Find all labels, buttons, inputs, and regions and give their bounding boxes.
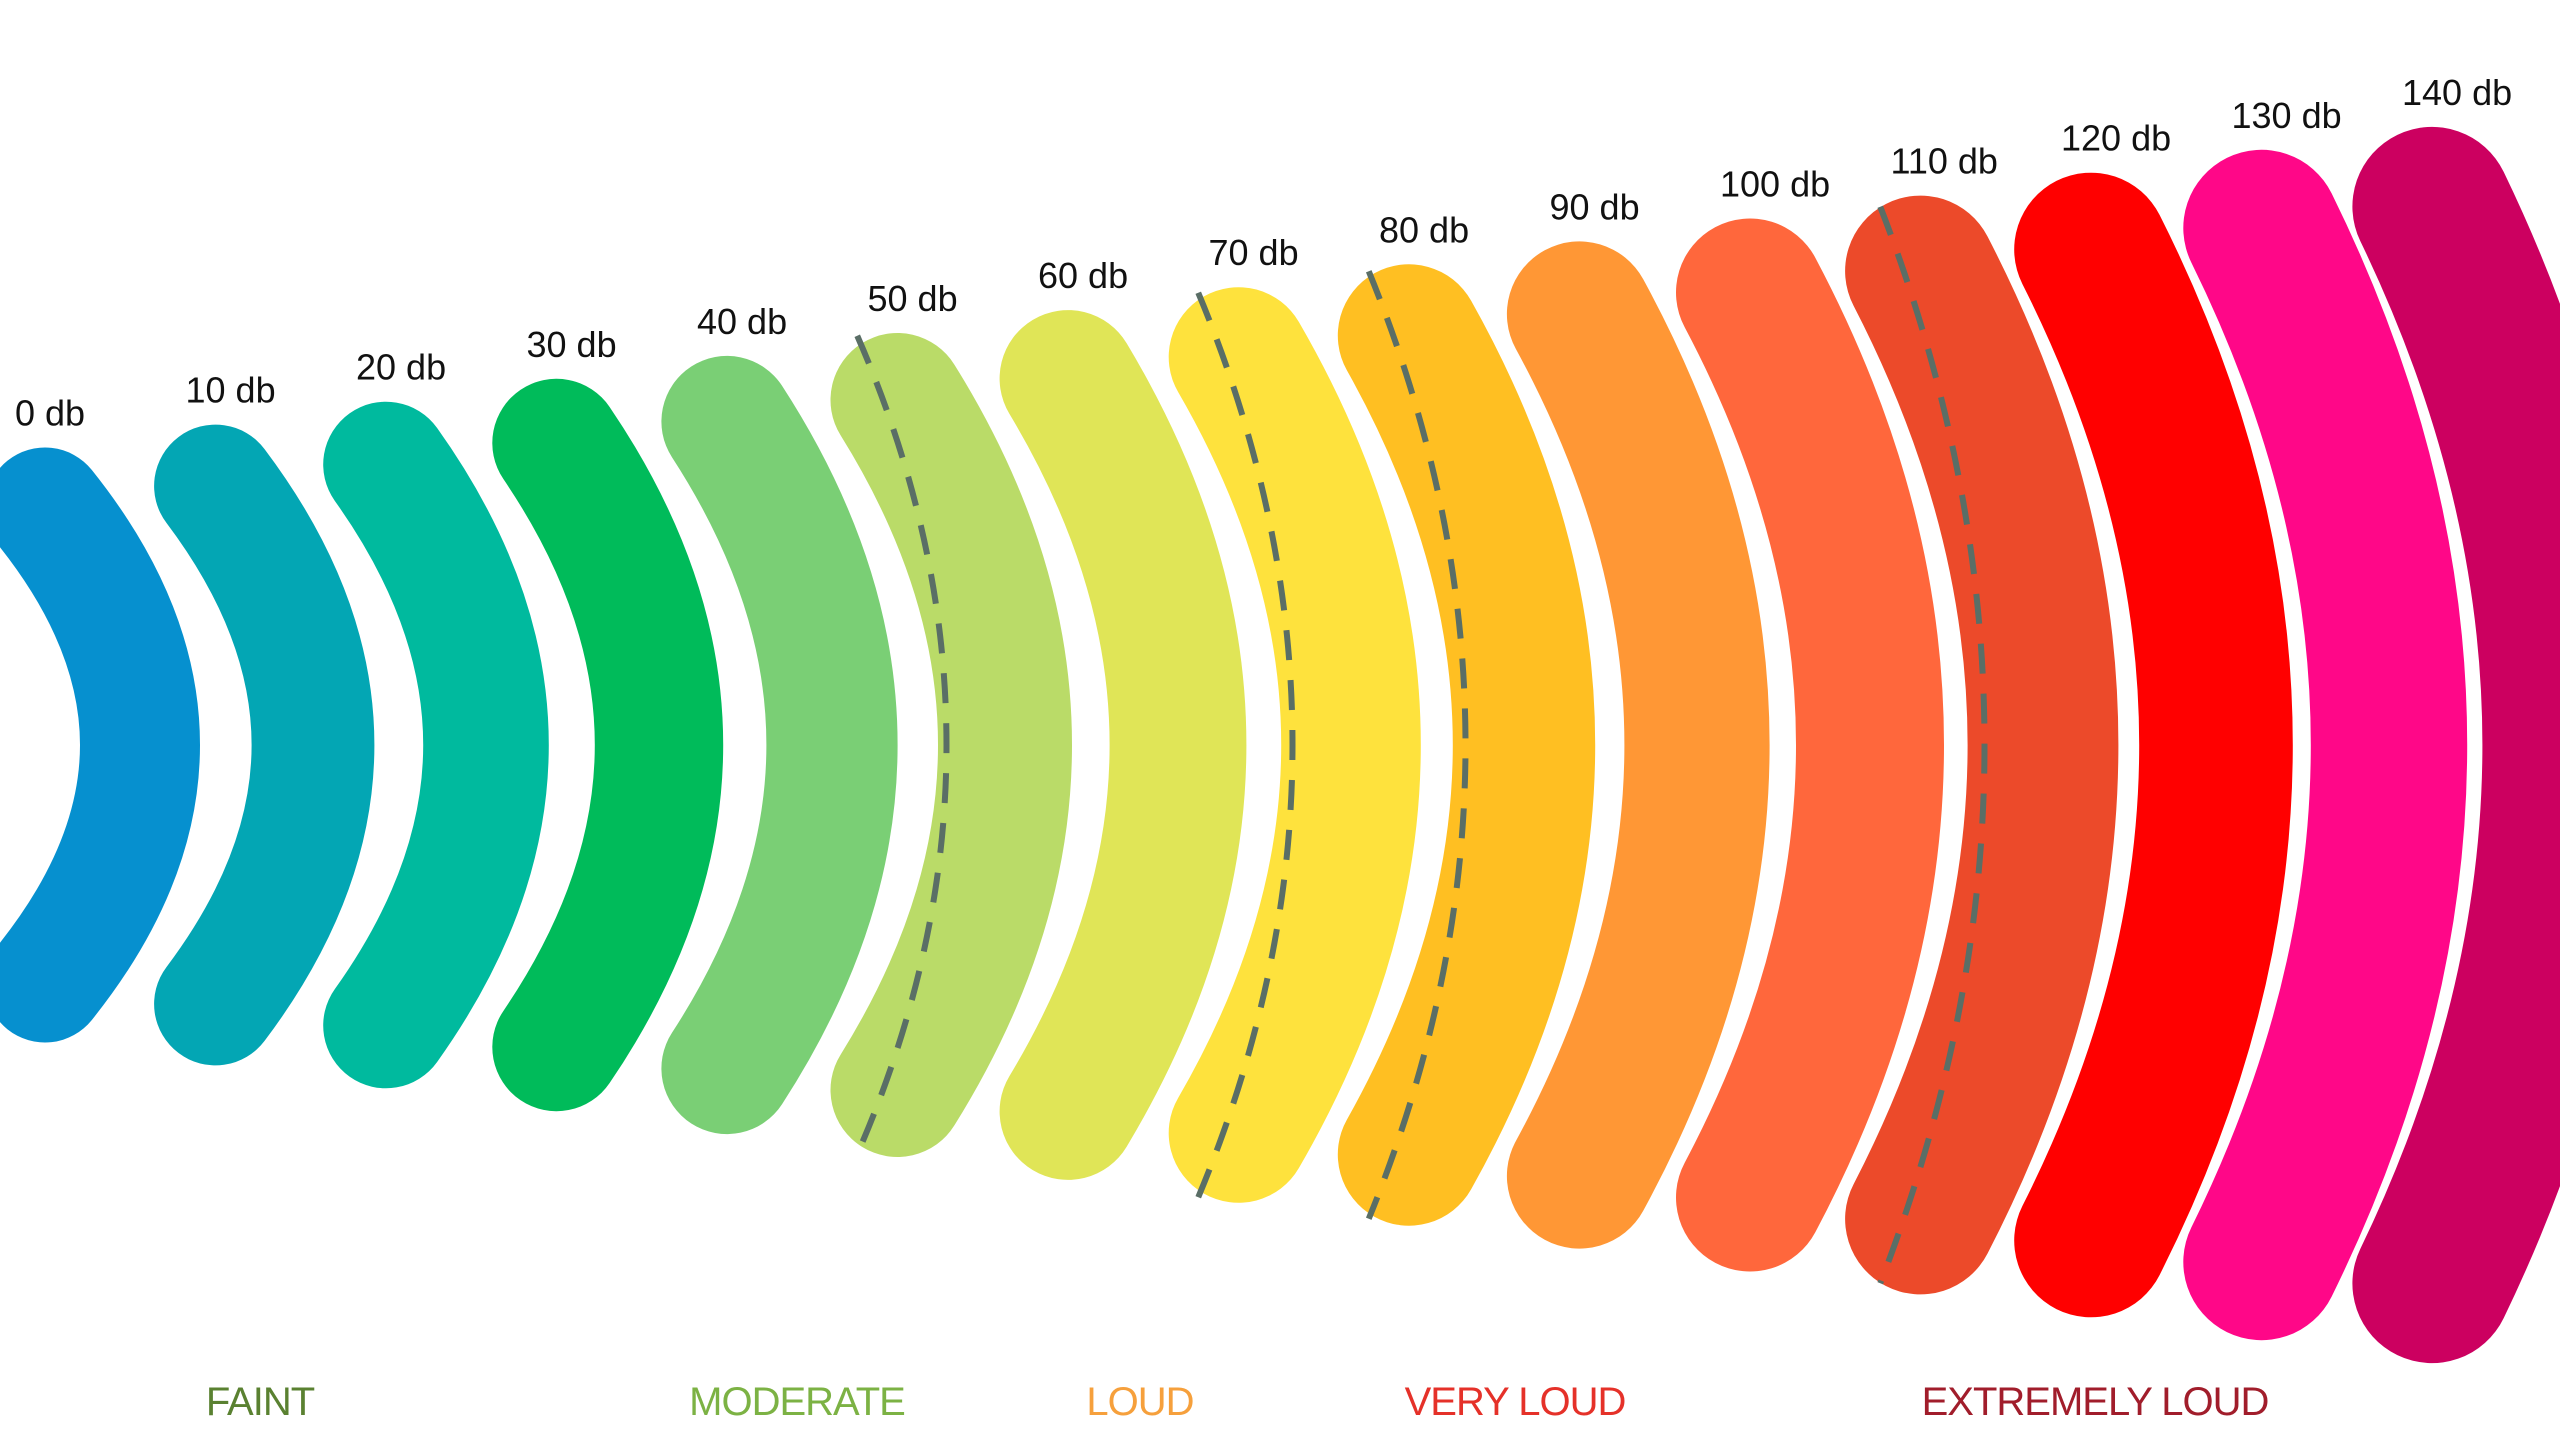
- label-10-db: 10 db: [186, 370, 276, 411]
- label-60-db: 60 db: [1038, 255, 1128, 296]
- divider-line-3: [1365, 270, 1469, 1220]
- arc-50-db: [830, 333, 1072, 1157]
- label-80-db: 80 db: [1379, 209, 1469, 250]
- label-40-db: 40 db: [697, 301, 787, 342]
- arc-110-db: [1845, 195, 2119, 1295]
- label-140-db: 140 db: [2402, 72, 2512, 113]
- arc-60-db: [999, 310, 1247, 1180]
- decibel-labels: 0 db 10 db 20 db 30 db 40 db 50 db 60 db 70 db 8…: [15, 72, 2512, 434]
- arc-0-db: [0, 447, 200, 1043]
- arc-20-db: [323, 401, 549, 1089]
- divider-line-4: [1877, 205, 1988, 1285]
- category-extremely-loud: EXTREMELY LOUD: [1922, 1380, 2269, 1424]
- category-moderate: MODERATE: [689, 1380, 905, 1424]
- arc-140-db: [2352, 126, 2560, 1364]
- label-130-db: 130 db: [2232, 95, 2342, 136]
- arc-40-db: [661, 355, 898, 1135]
- arc-90-db: [1506, 241, 1770, 1249]
- arc-10-db: [154, 424, 375, 1066]
- label-120-db: 120 db: [2061, 118, 2171, 159]
- label-0-db: 0 db: [15, 393, 85, 434]
- decibel-arcs: [0, 126, 2560, 1364]
- arc-30-db: [492, 378, 724, 1112]
- arc-80-db: [1337, 264, 1596, 1226]
- divider-line-2: [1195, 291, 1296, 1199]
- label-20-db: 20 db: [356, 347, 446, 388]
- label-70-db: 70 db: [1209, 232, 1299, 273]
- label-90-db: 90 db: [1550, 186, 1640, 227]
- label-50-db: 50 db: [868, 278, 958, 319]
- category-faint: FAINT: [206, 1380, 315, 1424]
- category-labels: FAINT MODERATE LOUD VERY LOUD EXTREMELY …: [206, 1380, 2270, 1424]
- divider-line-1: [854, 334, 950, 1156]
- label-100-db: 100 db: [1720, 164, 1830, 205]
- category-very-loud: VERY LOUD: [1405, 1380, 1626, 1424]
- label-110-db: 110 db: [1891, 141, 1998, 182]
- arc-70-db: [1168, 287, 1421, 1203]
- category-dividers: [854, 205, 1988, 1285]
- arc-120-db: [2014, 172, 2293, 1318]
- arc-100-db: [1676, 218, 1944, 1272]
- arc-130-db: [2183, 149, 2468, 1341]
- category-loud: LOUD: [1086, 1380, 1193, 1424]
- label-30-db: 30 db: [527, 324, 617, 365]
